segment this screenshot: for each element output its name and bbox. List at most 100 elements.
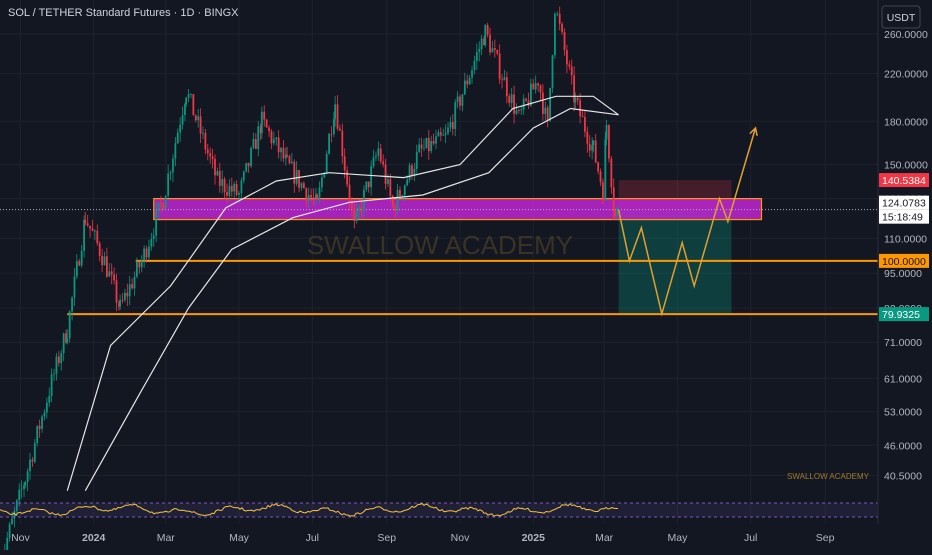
time-axis[interactable]: Nov 2024 Mar May Jul Sep Nov 2025 Mar May Jul Sep: [11, 532, 835, 544]
candle-body: [396, 189, 399, 212]
candle-body: [38, 425, 41, 429]
candle-body: [568, 64, 571, 67]
candle-body: [604, 139, 607, 201]
candle-body: [73, 276, 76, 298]
time-tick: Mar: [595, 532, 614, 544]
currency-label[interactable]: USDT: [887, 12, 916, 24]
candle-body: [45, 402, 48, 413]
candle-body: [566, 50, 568, 65]
candle-body: [71, 297, 73, 312]
candle-body: [50, 374, 53, 397]
candle-body: [293, 161, 296, 184]
time-tick: Mar: [157, 532, 176, 544]
currency-button[interactable]: USDT: [881, 5, 921, 29]
candle-body: [150, 238, 153, 247]
candle-body: [498, 53, 501, 80]
candle-body: [242, 171, 245, 181]
candle-body: [544, 107, 547, 115]
candle-body: [305, 188, 308, 202]
candle-body: [190, 94, 192, 95]
candle-body: [152, 235, 155, 239]
candle-body: [105, 256, 108, 277]
candle-body: [254, 139, 257, 150]
candle-body: [307, 195, 310, 202]
watermark: SWALLOW ACADEMY: [307, 230, 573, 260]
candle-body: [15, 500, 18, 511]
price-tick: 71.0000: [884, 337, 922, 349]
time-tick: May: [667, 532, 688, 544]
candle-body: [233, 184, 236, 192]
candle-body: [263, 111, 266, 120]
candle-body: [459, 96, 461, 106]
candle-body: [463, 80, 466, 95]
candle-body: [444, 133, 447, 135]
candle-body: [280, 147, 282, 153]
candle-body: [91, 228, 94, 231]
candle-body: [425, 137, 428, 148]
candle-body: [570, 66, 573, 76]
candle-body: [214, 158, 216, 176]
candle-body: [328, 133, 330, 154]
support-label: 100.0000: [882, 256, 926, 268]
candle-body: [491, 48, 494, 53]
time-tick: 2024: [82, 532, 106, 544]
current-price-label: 124.0783: [882, 198, 926, 210]
candle-body: [192, 94, 195, 116]
candle-body: [86, 223, 89, 226]
candle-body: [586, 131, 589, 144]
candle-body: [84, 219, 87, 224]
candle-body: [286, 154, 288, 157]
candle-body: [298, 170, 300, 188]
time-tick: Jul: [744, 532, 757, 544]
current-price-label-bg: [879, 195, 929, 210]
candle-body: [13, 510, 16, 519]
candle-body: [581, 116, 584, 118]
candle-body: [131, 284, 134, 289]
candle-body: [268, 127, 270, 132]
candle-body: [20, 488, 23, 490]
candle-body: [522, 98, 525, 110]
candle-body: [418, 144, 421, 152]
candle-body: [66, 338, 69, 343]
candle-body: [314, 194, 317, 199]
time-tick: Nov: [451, 532, 470, 544]
candle-body: [406, 179, 409, 186]
candle-body: [503, 77, 506, 81]
candle-body: [605, 125, 608, 140]
candle-body: [616, 208, 619, 217]
candle-body: [140, 260, 143, 268]
candle-body: [216, 171, 219, 176]
candle-body: [300, 183, 303, 188]
candle-body: [525, 98, 527, 101]
candle-body: [310, 195, 312, 198]
candle-body: [272, 139, 275, 144]
candle-body: [341, 130, 344, 157]
candle-body: [275, 137, 278, 140]
candle-body: [411, 165, 413, 176]
candle-body: [162, 203, 165, 209]
candle-body: [554, 13, 556, 56]
candle-body: [508, 96, 511, 103]
candle-body: [515, 109, 518, 114]
ema-fast-line: [66, 95, 619, 491]
price-tick: 53.0000: [884, 407, 922, 419]
target-label: 79.9325: [882, 309, 920, 321]
candle-body: [612, 187, 615, 212]
candle-body: [517, 109, 520, 111]
candle-body: [68, 311, 71, 339]
candle-body: [320, 177, 323, 188]
candle-body: [11, 518, 13, 525]
candle-body: [576, 97, 579, 101]
candle-body: [358, 207, 361, 211]
candle-body: [6, 538, 9, 551]
candle-body: [541, 92, 544, 115]
candle-body: [128, 284, 131, 297]
candle-body: [353, 208, 356, 221]
candle-body: [336, 104, 339, 129]
candle-body: [608, 125, 610, 159]
currency-button-frame[interactable]: [881, 5, 921, 29]
candle-body: [461, 94, 464, 106]
candle-body: [113, 274, 116, 281]
